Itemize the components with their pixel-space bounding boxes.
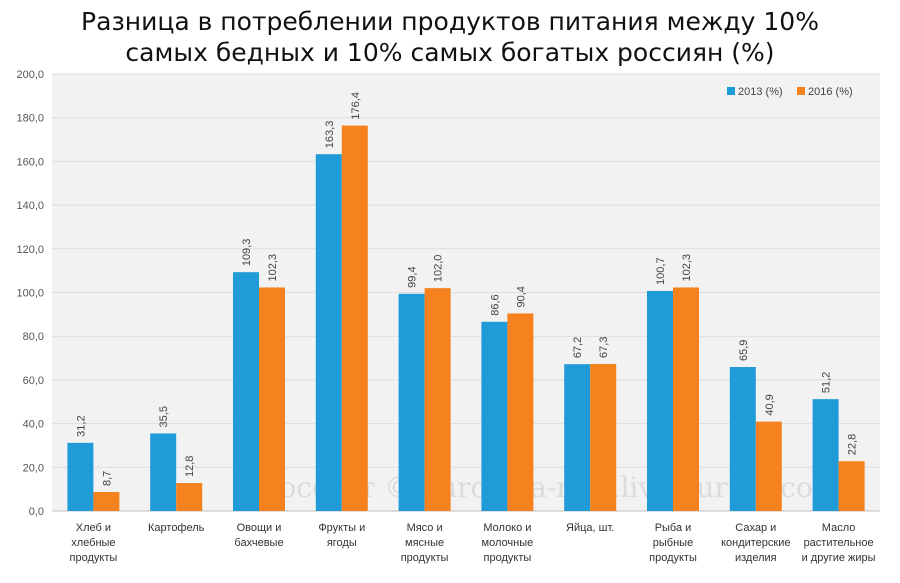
data-label: 67,3: [598, 337, 610, 358]
category-label: Яйца, шт.: [566, 522, 614, 534]
bar-2013: [315, 154, 342, 511]
bar-2016: [755, 421, 782, 511]
data-label: 163,3: [324, 121, 336, 149]
legend-label: 2016 (%): [808, 86, 853, 98]
bar-2013: [150, 433, 177, 511]
data-label: 22,8: [847, 434, 859, 455]
bar-2013: [729, 367, 756, 511]
bar-2013: [398, 293, 425, 511]
bar-2016: [590, 363, 617, 511]
y-tick-label: 60,0: [23, 375, 44, 387]
data-label: 40,9: [764, 394, 776, 415]
bar-2013: [67, 442, 94, 511]
data-label: 8,7: [101, 471, 113, 486]
data-label: 12,8: [184, 456, 196, 477]
y-tick-label: 140,0: [16, 200, 44, 212]
bar-2013: [481, 321, 508, 511]
category-label: Хлеб и хлебные продукты: [70, 522, 118, 564]
data-label: 35,5: [158, 406, 170, 427]
legend-swatch: [797, 87, 805, 95]
data-label: 102,3: [681, 254, 693, 282]
bar-2016: [259, 287, 285, 511]
bar-2016: [176, 483, 203, 511]
data-label: 176,4: [350, 92, 362, 120]
bar-2013: [564, 364, 591, 511]
data-label: 51,2: [821, 372, 833, 393]
data-label: 67,2: [572, 337, 584, 358]
bar-2016: [424, 288, 451, 511]
bar-2016: [507, 313, 534, 511]
y-tick-label: 120,0: [16, 244, 44, 256]
data-label: 99,4: [407, 266, 419, 287]
category-label: Масло растительное и другие жиры: [802, 522, 876, 564]
y-tick-label: 160,0: [16, 156, 44, 168]
data-label: 100,7: [655, 257, 667, 285]
category-label: Картофель: [148, 522, 205, 534]
bar-2016: [673, 287, 699, 511]
category-label: Овощи и бахчевые: [234, 522, 283, 549]
bar-2013: [233, 272, 259, 511]
data-label: 109,3: [241, 239, 253, 267]
data-label: 90,4: [515, 286, 527, 307]
y-tick-label: 100,0: [16, 288, 44, 300]
bar-2016: [838, 461, 865, 511]
category-label: Молоко и молочные продукты: [482, 522, 534, 564]
bar-2013: [812, 399, 839, 511]
bar-2013: [647, 290, 673, 511]
y-tick-label: 20,0: [23, 462, 44, 474]
y-tick-label: 200,0: [16, 69, 44, 81]
data-label: 31,2: [75, 415, 87, 436]
y-tick-label: 180,0: [16, 113, 44, 125]
data-label: 65,9: [738, 340, 750, 361]
y-tick-label: 40,0: [23, 419, 44, 431]
legend-label: 2013 (%): [738, 86, 783, 98]
y-tick-label: 0,0: [29, 506, 44, 518]
category-label: Рыба и рыбные продукты: [649, 522, 697, 564]
category-label: Сахар и кондитерские изделия: [721, 522, 790, 564]
data-label: 86,6: [489, 294, 501, 315]
data-label: 102,3: [267, 254, 279, 282]
bar-2016: [93, 491, 120, 511]
chart-title: Разница в потреблении продуктов питания …: [81, 7, 819, 67]
data-label: 102,0: [433, 255, 445, 283]
bar-2016: [341, 125, 368, 511]
category-label: Фрукты и ягоды: [318, 522, 365, 549]
y-tick-label: 80,0: [23, 331, 44, 343]
category-label: Мясо и мясные продукты: [401, 522, 449, 564]
legend-swatch: [727, 87, 735, 95]
